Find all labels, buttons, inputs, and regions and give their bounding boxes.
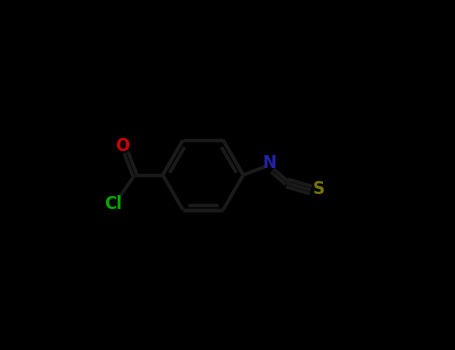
Text: O: O <box>115 137 129 155</box>
Text: Cl: Cl <box>105 195 122 213</box>
Text: S: S <box>313 180 325 198</box>
Text: N: N <box>263 154 277 172</box>
